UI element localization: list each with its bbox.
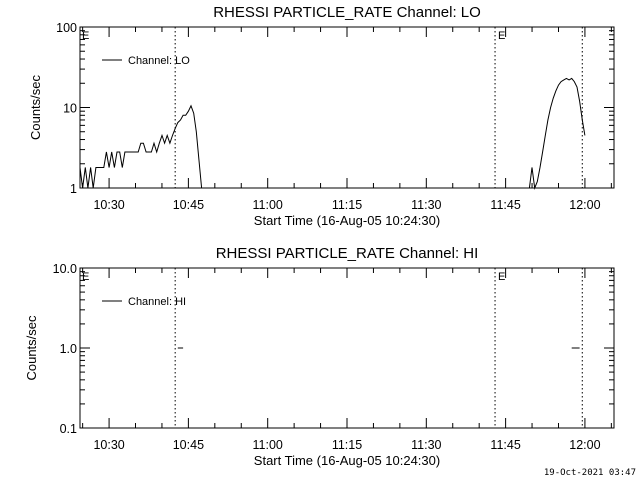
panel-2-corner-mark: E xyxy=(82,271,89,283)
panel-2-legend-label: Channel: HI xyxy=(128,296,186,308)
panel-1-y-axis-label: Counts/sec xyxy=(28,74,43,140)
panel-1-x-tick-label: 11:00 xyxy=(253,198,283,212)
panel-1-y-tick-label: 10 xyxy=(63,102,77,116)
panel-1-title: RHESSI PARTICLE_RATE Channel: LO xyxy=(213,4,481,21)
panel-1-corner-mark: E xyxy=(82,30,89,42)
panel-2-y-tick-label: 1.0 xyxy=(60,342,77,356)
panel-1-x-tick-label: 11:45 xyxy=(490,198,520,212)
panel-2-title: RHESSI PARTICLE_RATE Channel: HI xyxy=(216,245,479,262)
timestamp-footer: 19-Oct-2021 03:47 xyxy=(543,468,636,478)
panel-2-x-axis-label: Start Time (16-Aug-05 10:24:30) xyxy=(254,453,440,468)
panel-1-x-tick-label: 10:45 xyxy=(173,198,204,212)
panel-1-legend-label: Channel: LO xyxy=(128,55,190,67)
panel-1-y-tick-label: 100 xyxy=(56,21,77,35)
panel-2-x-tick-label: 10:30 xyxy=(93,438,124,452)
panel-1-x-tick-label: 11:15 xyxy=(332,198,362,212)
panel-2-y-axis-label: Counts/sec xyxy=(24,315,39,381)
panel-1-x-axis-label: Start Time (16-Aug-05 10:24:30) xyxy=(254,213,440,228)
panel-2-event-label: E xyxy=(498,271,505,283)
panel-1-x-tick-label: 10:30 xyxy=(93,198,124,212)
panel-1-event-label: E xyxy=(498,30,505,42)
panel-2-x-tick-label: 11:30 xyxy=(411,438,441,452)
panel-2-x-tick-label: 10:45 xyxy=(173,438,204,452)
panel-2-axes-frame xyxy=(79,267,615,429)
panel-1-axes-frame xyxy=(79,26,615,189)
panel-1-series-line xyxy=(528,77,586,190)
panel-2-x-tick-label: 11:45 xyxy=(490,438,520,452)
panel-2-x-tick-label: 11:15 xyxy=(332,438,362,452)
panel-1-x-tick-label: 11:30 xyxy=(411,198,441,212)
panel-1-series-line xyxy=(79,104,203,189)
panel-2-y-tick-label: 10.0 xyxy=(53,262,77,276)
panel-1-x-tick-label: 12:00 xyxy=(569,198,600,212)
panel-1-y-tick-label: 1 xyxy=(70,182,77,196)
panel-2-x-tick-label: 11:00 xyxy=(253,438,283,452)
panel-2-y-tick-label: 0.1 xyxy=(60,422,77,436)
panel-2-x-tick-label: 12:00 xyxy=(569,438,600,452)
